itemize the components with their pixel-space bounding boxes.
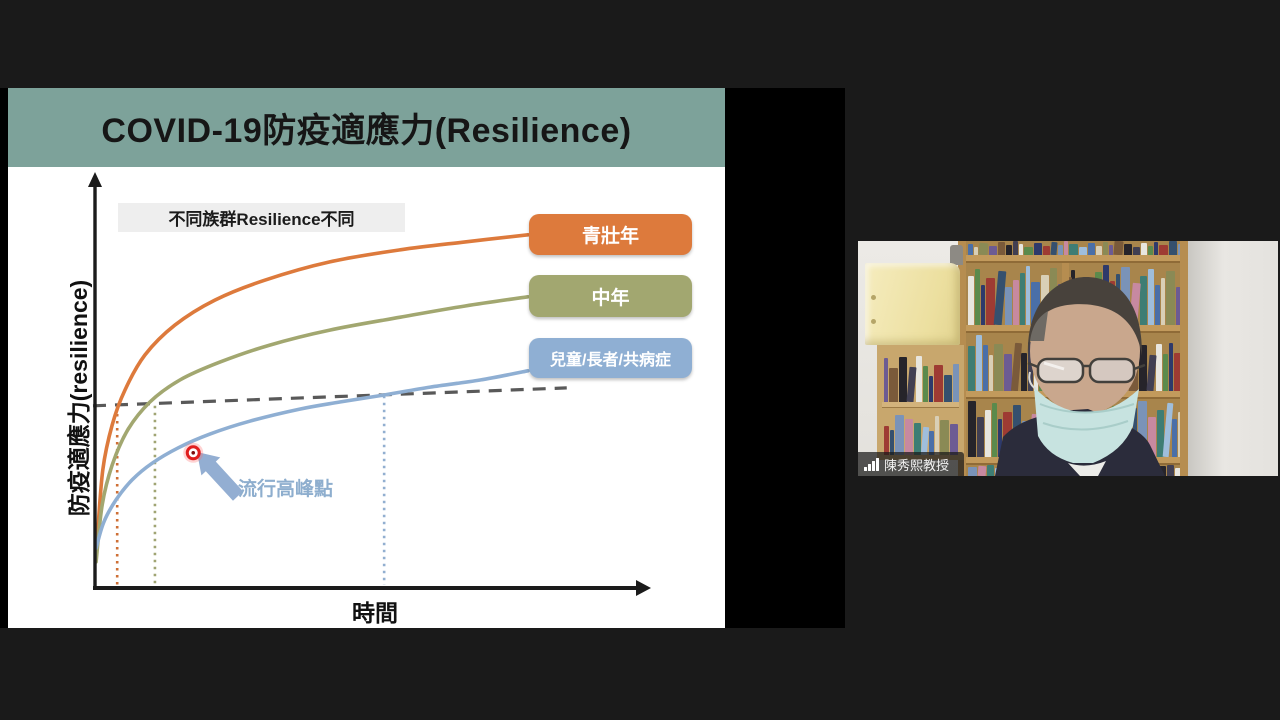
signal-bars-icon — [864, 457, 879, 471]
cabinet-knob — [871, 319, 876, 324]
cream-cabinet — [865, 263, 960, 345]
slide-title: COVID-19防疫適應力(Resilience) — [101, 112, 632, 150]
slide-title-bar: COVID-19防疫適應力(Resilience) — [8, 88, 725, 167]
legend-pill-middle-aged: 中年 — [529, 275, 692, 317]
presentation-slide: COVID-19防疫適應力(Resilience) 不同族群Resilience… — [8, 88, 725, 628]
small-bookshelf — [877, 345, 964, 460]
resilience-chart — [88, 172, 651, 596]
participant-name-label: 陳秀熙教授 — [858, 452, 964, 476]
shelf-figurine — [950, 245, 963, 265]
cabinet-knob — [871, 295, 876, 300]
wall — [1188, 241, 1278, 476]
legend-pill-children-elderly: 兒童/長者/共病症 — [529, 338, 692, 378]
participant-name: 陳秀熙教授 — [884, 457, 950, 473]
participant-video-tile[interactable]: 陳秀熙教授 — [858, 241, 1278, 476]
y-axis-label: 防疫適應力(resilience) — [66, 279, 92, 517]
professor-avatar — [995, 277, 1165, 476]
annotation-note: 不同族群Resilience不同 — [118, 203, 405, 232]
epidemic-peak-label: 流行高峰點 — [238, 479, 334, 500]
legend-pill-young-adults: 青壯年 — [529, 214, 692, 255]
x-axis-label: 時間 — [352, 600, 398, 626]
